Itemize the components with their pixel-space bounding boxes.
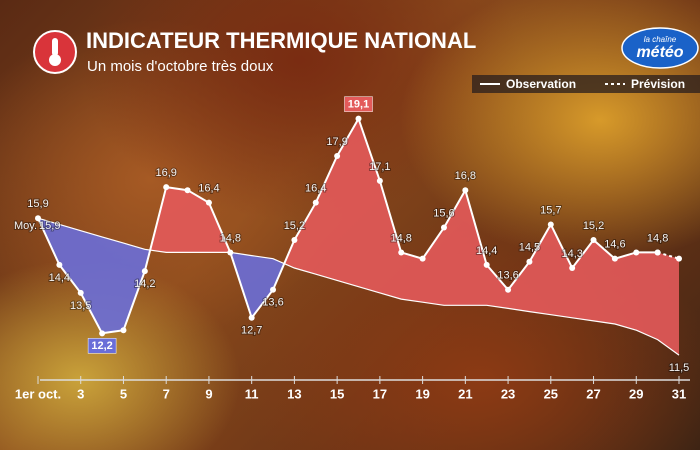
mean-name: Moy. xyxy=(14,220,37,232)
data-label: 12,7 xyxy=(241,325,262,337)
data-label: 16,8 xyxy=(455,170,476,182)
chart-subtitle: Un mois d'octobre très doux xyxy=(87,58,274,75)
data-label: 17,1 xyxy=(369,161,390,173)
data-point xyxy=(56,261,63,268)
data-point xyxy=(184,187,191,194)
data-point xyxy=(526,258,533,265)
data-label: 16,4 xyxy=(198,183,219,195)
data-point xyxy=(291,237,298,243)
logo-text: la chaîne xyxy=(644,35,677,44)
x-tick-label: 1er oct. xyxy=(15,386,61,401)
data-label: 14,8 xyxy=(391,232,412,244)
data-point xyxy=(120,327,127,334)
data-label: 14,4 xyxy=(476,245,497,257)
data-label: 15,6 xyxy=(433,207,454,219)
x-tick-label: 7 xyxy=(163,386,170,401)
data-point xyxy=(270,286,277,293)
data-label: 14,2 xyxy=(134,278,155,290)
data-point xyxy=(483,261,490,268)
observation-line xyxy=(37,116,658,335)
legend-box xyxy=(472,75,700,93)
x-tick-label: 21 xyxy=(458,386,472,401)
data-label: 14,4 xyxy=(49,272,70,284)
data-point xyxy=(355,115,362,122)
logo: la chaîne météo xyxy=(621,27,699,69)
data-label: 14,8 xyxy=(647,232,668,244)
data-label: 12,2 xyxy=(91,340,112,352)
x-tick-label: 25 xyxy=(544,386,558,401)
x-tick-label: 17 xyxy=(373,386,387,401)
data-point xyxy=(398,249,405,256)
area-above xyxy=(38,118,679,356)
chart-title: INDICATEUR THERMIQUE NATIONAL xyxy=(86,28,476,53)
data-point xyxy=(676,255,682,262)
data-point xyxy=(77,289,84,296)
data-point xyxy=(611,255,618,262)
x-tick-label: 11 xyxy=(245,386,259,401)
legend-label: Observation xyxy=(506,77,576,91)
data-label: 13,6 xyxy=(497,270,518,282)
x-tick-label: 9 xyxy=(205,386,212,401)
data-label: 15,7 xyxy=(540,204,561,216)
data-point xyxy=(419,255,426,262)
data-label: 15,2 xyxy=(583,220,604,232)
data-point xyxy=(35,215,41,222)
thermometer-icon xyxy=(33,30,77,74)
data-label: 15,9 xyxy=(27,198,48,210)
data-point xyxy=(633,249,640,256)
data-point xyxy=(569,265,576,271)
data-point xyxy=(590,237,597,243)
data-point xyxy=(376,177,383,184)
data-point xyxy=(205,199,212,206)
data-label: 14,3 xyxy=(561,248,582,260)
data-point xyxy=(312,199,319,206)
data-label: 16,4 xyxy=(305,183,326,195)
data-label: 15,9 xyxy=(39,220,60,232)
data-point xyxy=(654,249,661,256)
data-point xyxy=(248,314,255,321)
mean-line xyxy=(37,217,680,356)
data-label: 16,9 xyxy=(155,167,176,179)
data-label: 15,2 xyxy=(284,220,305,232)
data-point xyxy=(141,268,148,275)
data-point xyxy=(334,153,341,159)
legend-label: Prévision xyxy=(631,77,685,91)
x-tick-label: 5 xyxy=(120,386,127,401)
data-point xyxy=(505,286,512,293)
data-label: 14,5 xyxy=(519,242,540,254)
x-tick-label: 29 xyxy=(629,386,643,401)
x-tick-label: 13 xyxy=(287,386,301,401)
x-tick-label: 31 xyxy=(672,386,686,401)
x-tick-label: 27 xyxy=(586,386,600,401)
data-label: 14,6 xyxy=(604,239,625,251)
logo-text: météo xyxy=(636,44,683,61)
mean-label: Moy. 15,9 xyxy=(14,220,60,232)
data-label: 19,1 xyxy=(348,99,369,111)
forecast-line xyxy=(657,251,680,260)
data-point xyxy=(547,221,554,228)
x-tick-label: 23 xyxy=(501,386,515,401)
highlight-box xyxy=(344,96,373,112)
data-label: 11,5 xyxy=(669,362,690,374)
data-label: 14,8 xyxy=(220,232,241,244)
highlight-box xyxy=(87,338,117,354)
data-point xyxy=(163,184,170,191)
data-point xyxy=(440,224,447,231)
data-label: 13,5 xyxy=(70,300,91,312)
x-tick-label: 3 xyxy=(77,386,84,401)
data-label: 13,6 xyxy=(262,297,283,309)
data-point xyxy=(227,249,234,256)
x-tick-label: 19 xyxy=(415,386,429,401)
data-label: 17,9 xyxy=(326,136,347,148)
x-tick-label: 15 xyxy=(330,386,344,401)
data-point xyxy=(99,330,106,337)
data-point xyxy=(462,187,469,194)
